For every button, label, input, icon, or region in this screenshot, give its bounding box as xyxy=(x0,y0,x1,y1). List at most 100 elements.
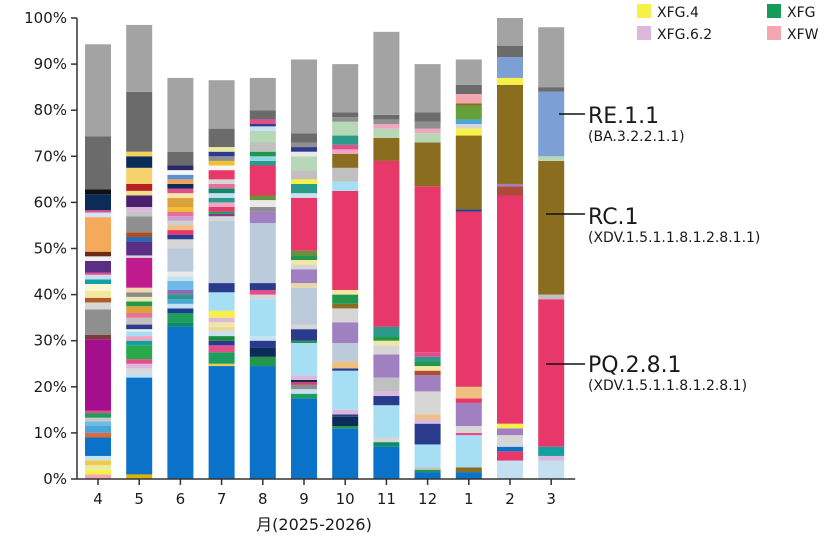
bar-segment xyxy=(455,435,482,468)
bar-segment xyxy=(455,402,482,426)
bar-segment xyxy=(373,377,400,392)
bar-segment xyxy=(373,326,400,337)
bar-segment xyxy=(167,183,194,189)
x-tick-label: 9 xyxy=(299,490,309,508)
bar-segment xyxy=(249,294,276,300)
bar-segment xyxy=(167,303,194,309)
bar-segment xyxy=(332,361,359,369)
bar-segment xyxy=(208,216,235,221)
y-tick-label: 40% xyxy=(34,286,67,304)
bar-segment xyxy=(455,398,482,403)
bar-segment xyxy=(126,306,153,314)
bar-segment xyxy=(414,128,441,134)
bar-segment xyxy=(373,336,400,341)
bar-segment xyxy=(332,117,359,122)
bar-segment xyxy=(414,375,441,392)
bar-segment xyxy=(455,467,482,473)
bar-segment xyxy=(167,188,194,194)
bar-segment xyxy=(126,345,153,360)
bar-segment xyxy=(249,211,276,224)
bar-segment xyxy=(332,190,359,290)
bar-segment xyxy=(126,363,153,369)
bar-segment xyxy=(208,211,235,214)
bar-segment xyxy=(208,207,235,212)
bar-segment xyxy=(538,156,565,161)
bar-segment xyxy=(414,467,441,470)
bar-segment xyxy=(373,31,400,115)
bar-segment xyxy=(249,195,276,201)
bar-segment xyxy=(414,356,441,362)
y-tick-label: 70% xyxy=(34,147,67,165)
bar-segment xyxy=(208,80,235,129)
bar-segment xyxy=(455,128,482,136)
legend-item: XFG.4 xyxy=(637,4,699,21)
bar-segment xyxy=(126,368,153,373)
bar-segment xyxy=(373,405,400,438)
bar-segment xyxy=(85,279,111,284)
bar-segment xyxy=(332,416,359,426)
bar-segment xyxy=(332,322,359,344)
bar-segment xyxy=(126,359,153,364)
bar-segment xyxy=(249,119,276,125)
bar-segment xyxy=(497,428,523,436)
bar-segment xyxy=(249,130,276,143)
x-tick-label: 12 xyxy=(418,490,437,508)
bar-segment xyxy=(249,160,276,166)
annotation-label: RC.1 xyxy=(588,205,639,230)
y-tick-label: 60% xyxy=(34,193,67,211)
bar-segment xyxy=(126,236,153,242)
bar-segment xyxy=(414,423,441,445)
bar-segment xyxy=(85,194,111,211)
bar-segment xyxy=(126,377,153,475)
bar-segment xyxy=(291,264,317,270)
bar-segment xyxy=(85,474,111,479)
bar-segment xyxy=(538,455,565,461)
bar-segment xyxy=(538,299,565,447)
bar-segment xyxy=(538,460,565,479)
bar-segment xyxy=(538,446,565,456)
bar-segment xyxy=(208,128,235,148)
bar-segment xyxy=(208,183,235,189)
annotation: RE.1.1(BA.3.2.2.1.1) xyxy=(559,104,685,145)
legend-label: XFG.4 xyxy=(657,5,699,21)
bar-segment xyxy=(167,326,194,479)
bar-segment xyxy=(291,340,317,344)
bar-segment xyxy=(208,283,235,293)
bar-segment xyxy=(85,455,111,461)
bar-segment xyxy=(291,147,317,152)
y-tick-label: 80% xyxy=(34,101,67,119)
bar-segment xyxy=(167,174,194,180)
bar-segment xyxy=(455,432,482,436)
bar-segment xyxy=(332,414,359,417)
bar-segment xyxy=(208,220,235,284)
bar-segment xyxy=(167,239,194,249)
bar-segment xyxy=(167,230,194,235)
bar-segment xyxy=(538,91,565,157)
legend-swatch xyxy=(767,26,781,40)
bar-segment xyxy=(373,396,400,406)
bar-stack-4 xyxy=(85,44,111,479)
bar-segment xyxy=(249,165,276,196)
bar-segment xyxy=(126,296,153,302)
bar-segment xyxy=(249,340,276,348)
bar-segment xyxy=(126,324,153,330)
bar-segment xyxy=(332,167,359,182)
bar-stack-12 xyxy=(414,64,441,479)
bar-segment xyxy=(167,220,194,226)
bar-segment xyxy=(497,446,523,452)
bar-segment xyxy=(414,391,441,415)
bar-segment xyxy=(332,289,359,295)
bar-segment xyxy=(414,64,441,113)
bar-segment xyxy=(332,428,359,479)
bar-segment xyxy=(414,121,441,129)
bar-segment xyxy=(291,255,317,261)
x-tick-label: 11 xyxy=(377,490,396,508)
legend-swatch xyxy=(637,4,651,18)
y-axis: 0% 10% 20% 30% 40% 50% 60% 70% 80% 90% 100% xyxy=(24,9,78,488)
bar-stack-11 xyxy=(373,31,400,479)
bar-segment xyxy=(414,469,441,473)
bar-segment xyxy=(291,156,317,171)
bar-segment xyxy=(373,354,400,378)
bar-segment xyxy=(249,110,276,120)
bar-segment xyxy=(538,294,565,300)
